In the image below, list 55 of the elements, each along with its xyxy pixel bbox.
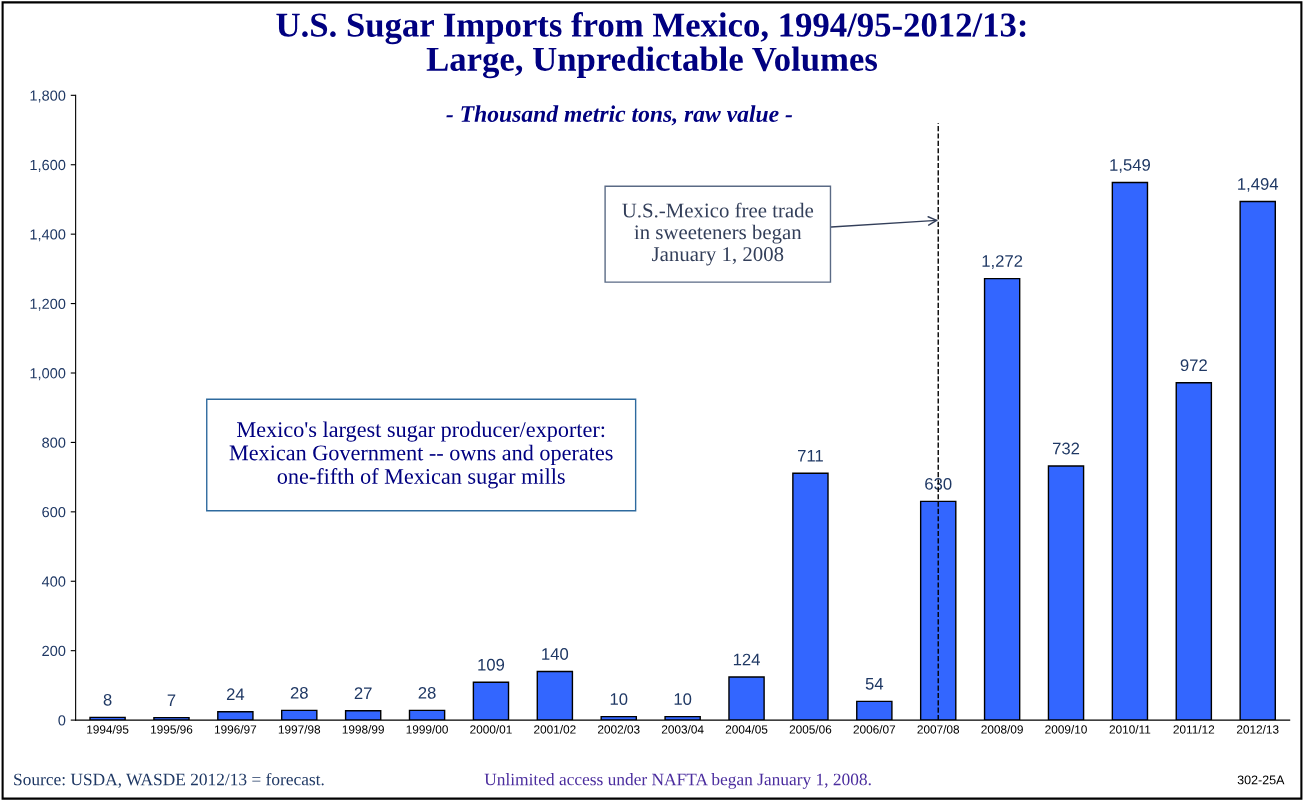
data-label: 27: [354, 687, 372, 699]
data-label: 24: [226, 688, 245, 700]
data-label: 54: [865, 678, 884, 690]
x-tick-label: 2010/11: [1109, 724, 1151, 734]
data-label: 10: [610, 693, 628, 705]
source-note: Source: USDA, WASDE 2012/13 = forecast.: [14, 772, 324, 788]
text: 302-25A: [1237, 775, 1285, 785]
x-tick-label: 1997/98: [278, 724, 321, 734]
data-label: 1,494: [1238, 178, 1279, 192]
y-tick-label: 800: [42, 437, 66, 448]
x-tick-label: 1994/95: [87, 724, 129, 734]
data-label: 1,549: [1110, 159, 1150, 173]
data-label: 28: [290, 686, 308, 699]
x-tick-label: 2008/09: [981, 724, 1023, 734]
annotation: Mexico's largest sugar producer/exporter: Mexican Government -- owns and operates one-fifth of Mexican sugar mills: [229, 421, 613, 489]
x-tick-label: 1996/97: [214, 724, 257, 734]
x-tick-label: 2000/01: [470, 724, 512, 734]
y-tick-label: 1,000: [30, 368, 66, 381]
data-label: 7: [167, 694, 176, 706]
chart-title: U.S. Sugar Imports from Mexico, 1994/95-2012/13: Large, Unpredictable Volumes: [276, 12, 1026, 79]
data-label: 630: [925, 478, 952, 490]
y-tick-label: 200: [42, 645, 66, 657]
x-tick-label: 2006/07: [853, 724, 896, 734]
data-label: 140: [542, 648, 569, 660]
x-tick-label: 2002/03: [598, 724, 640, 734]
y-tick-label: 0: [58, 715, 66, 726]
x-tick-label: 2011/12: [1173, 724, 1215, 734]
x-tick-label: 2009/10: [1045, 724, 1087, 734]
y-tick-label: 1,200: [30, 298, 66, 311]
y-tick-label: 1,800: [30, 90, 66, 103]
y-tick-label: 1,400: [30, 229, 66, 242]
data-label: 8: [103, 693, 112, 706]
x-tick-label: 2003/04: [661, 724, 704, 734]
x-tick-label: 2012/13: [1236, 724, 1279, 734]
data-label: 124: [733, 653, 760, 666]
x-tick-label: 1998/99: [342, 724, 384, 734]
data-label: 109: [478, 658, 505, 671]
x-tick-label: 1999/00: [406, 724, 448, 734]
y-tick-label: 600: [42, 506, 66, 518]
x-tick-label: 2005/06: [789, 724, 832, 734]
chart-subtitle: - Thousand metric tons, raw value -: [446, 105, 793, 126]
data-label: 711: [798, 450, 823, 462]
data-label: 10: [674, 693, 692, 705]
x-tick-label: 2001/02: [534, 724, 576, 734]
y-tick-label: 400: [41, 576, 66, 587]
annotation: U.S.-Mexico free trade in sweeteners began January 1, 2008: [622, 202, 814, 266]
y-tick-label: 1,600: [30, 159, 66, 172]
data-label: 732: [1052, 442, 1080, 455]
x-tick-label: 2007/08: [917, 724, 960, 734]
text: Unlimited access under NAFTA began January 1, 2008.: [484, 773, 871, 789]
x-tick-label: 2004/05: [725, 724, 768, 734]
data-label: 972: [1180, 359, 1207, 372]
data-label: 1,272: [982, 255, 1023, 269]
data-label: 28: [418, 686, 436, 699]
x-tick-label: 1995/96: [151, 724, 193, 734]
